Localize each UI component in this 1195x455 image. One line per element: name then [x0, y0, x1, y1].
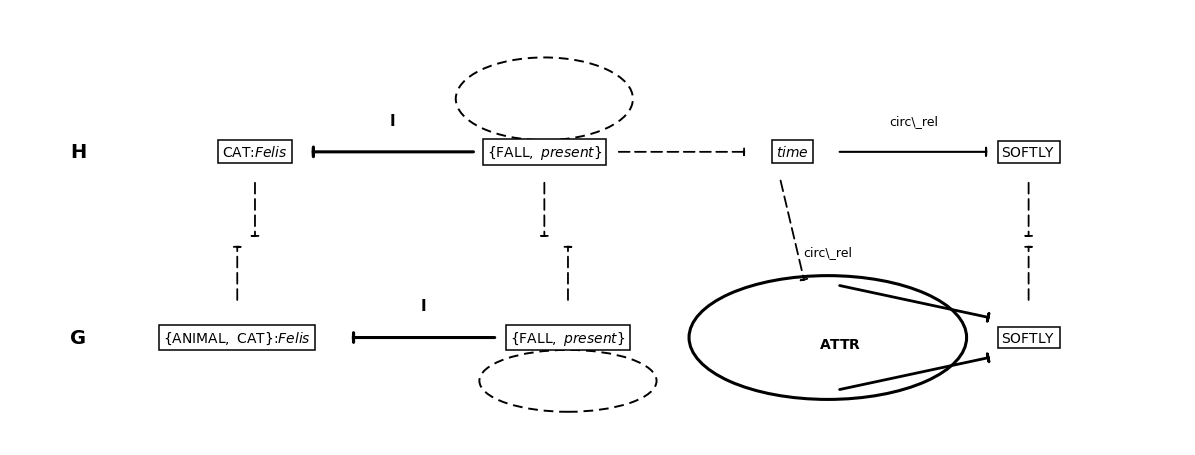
- Text: $\mathbf{I}$: $\mathbf{I}$: [419, 298, 425, 313]
- Text: $\mathit{time}$: $\mathit{time}$: [776, 145, 809, 160]
- Text: $\{\mathrm{FALL},\ \mathit{present}\}$: $\{\mathrm{FALL},\ \mathit{present}\}$: [510, 329, 626, 347]
- Text: $\mathbf{G}$: $\mathbf{G}$: [69, 329, 86, 347]
- Text: $\mathrm{SOFTLY}$: $\mathrm{SOFTLY}$: [1001, 146, 1055, 160]
- Text: circ\_rel: circ\_rel: [803, 245, 852, 258]
- Text: circ\_rel: circ\_rel: [889, 115, 938, 128]
- Text: $\{\mathrm{FALL},\ \mathit{present}\}$: $\{\mathrm{FALL},\ \mathit{present}\}$: [486, 143, 602, 162]
- Text: $\mathrm{SOFTLY}$: $\mathrm{SOFTLY}$: [1001, 331, 1055, 345]
- Text: $\mathbf{I}$: $\mathbf{I}$: [388, 112, 396, 128]
- Text: $\mathbf{ATTR}$: $\mathbf{ATTR}$: [819, 338, 860, 351]
- Text: $\mathrm{CAT}$:$\mathit{Felis}$: $\mathrm{CAT}$:$\mathit{Felis}$: [222, 145, 288, 160]
- Text: $\mathbf{H}$: $\mathbf{H}$: [69, 143, 86, 162]
- Text: $\{\mathrm{ANIMAL,\ CAT}\}$:$\mathit{Felis}$: $\{\mathrm{ANIMAL,\ CAT}\}$:$\mathit{Fel…: [164, 330, 311, 346]
